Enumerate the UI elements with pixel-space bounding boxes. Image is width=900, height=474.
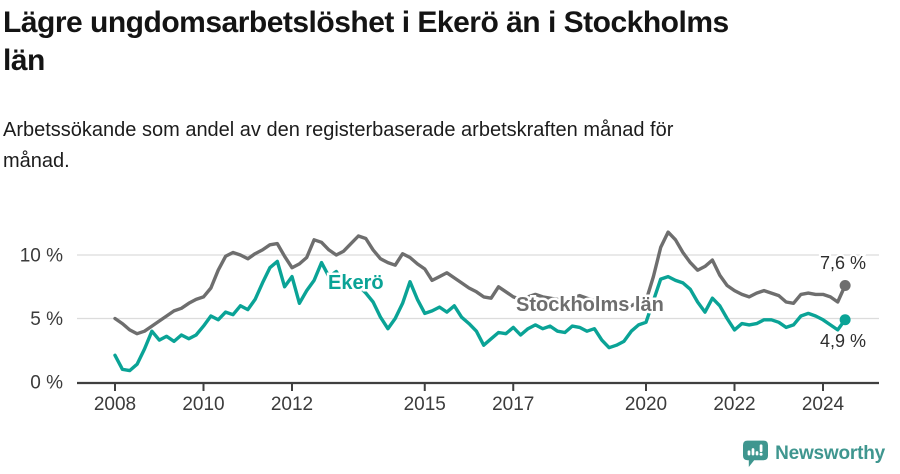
- newsworthy-wordmark: Newsworthy: [775, 443, 885, 464]
- series-end-dot-stockholms-lan: [839, 279, 851, 291]
- x-tick-label: 2010: [182, 394, 224, 415]
- series-label-stockholms-lan: Stockholms län: [516, 294, 664, 316]
- y-tick-label: 5 %: [30, 309, 63, 330]
- series-label-ekero: Ekerö: [328, 272, 384, 294]
- x-tick-label: 2024: [802, 394, 845, 415]
- newsworthy-bubble-chart-icon: [743, 440, 769, 467]
- chart-subtitle-line-1: Arbetssökande som andel av den registerb…: [3, 119, 674, 141]
- chart-subtitle-line-2: månad.: [3, 150, 70, 172]
- y-tick-label: 0 %: [30, 373, 63, 394]
- end-value-label-ekero: 4,9 %: [820, 331, 866, 351]
- x-tick-label: 2017: [492, 394, 534, 415]
- x-tick-label: 2022: [713, 394, 755, 415]
- page-title-line-1: Lägre ungdomsarbetslöshet i Ekerö än i S…: [3, 6, 729, 39]
- series-end-dot-ekero: [839, 314, 851, 326]
- x-tick-label: 2012: [271, 394, 313, 415]
- x-tick-label: 2015: [404, 394, 446, 415]
- newsworthy-logo[interactable]: Newsworthy: [743, 440, 885, 468]
- y-tick-label: 10 %: [20, 246, 63, 267]
- x-tick-label: 2008: [94, 394, 136, 415]
- series-line-stockholms-lan: [113, 230, 847, 336]
- series-line-ekero: [113, 259, 847, 373]
- x-tick-label: 2020: [625, 394, 667, 415]
- page-title: Lägre ungdomsarbetslöshet i Ekerö än i S…: [3, 4, 893, 80]
- end-value-label-stockholms-lan: 7,6 %: [820, 253, 866, 273]
- page-title-line-2: län: [3, 44, 45, 77]
- chart-subtitle: Arbetssökande som andel av den registerb…: [3, 115, 863, 177]
